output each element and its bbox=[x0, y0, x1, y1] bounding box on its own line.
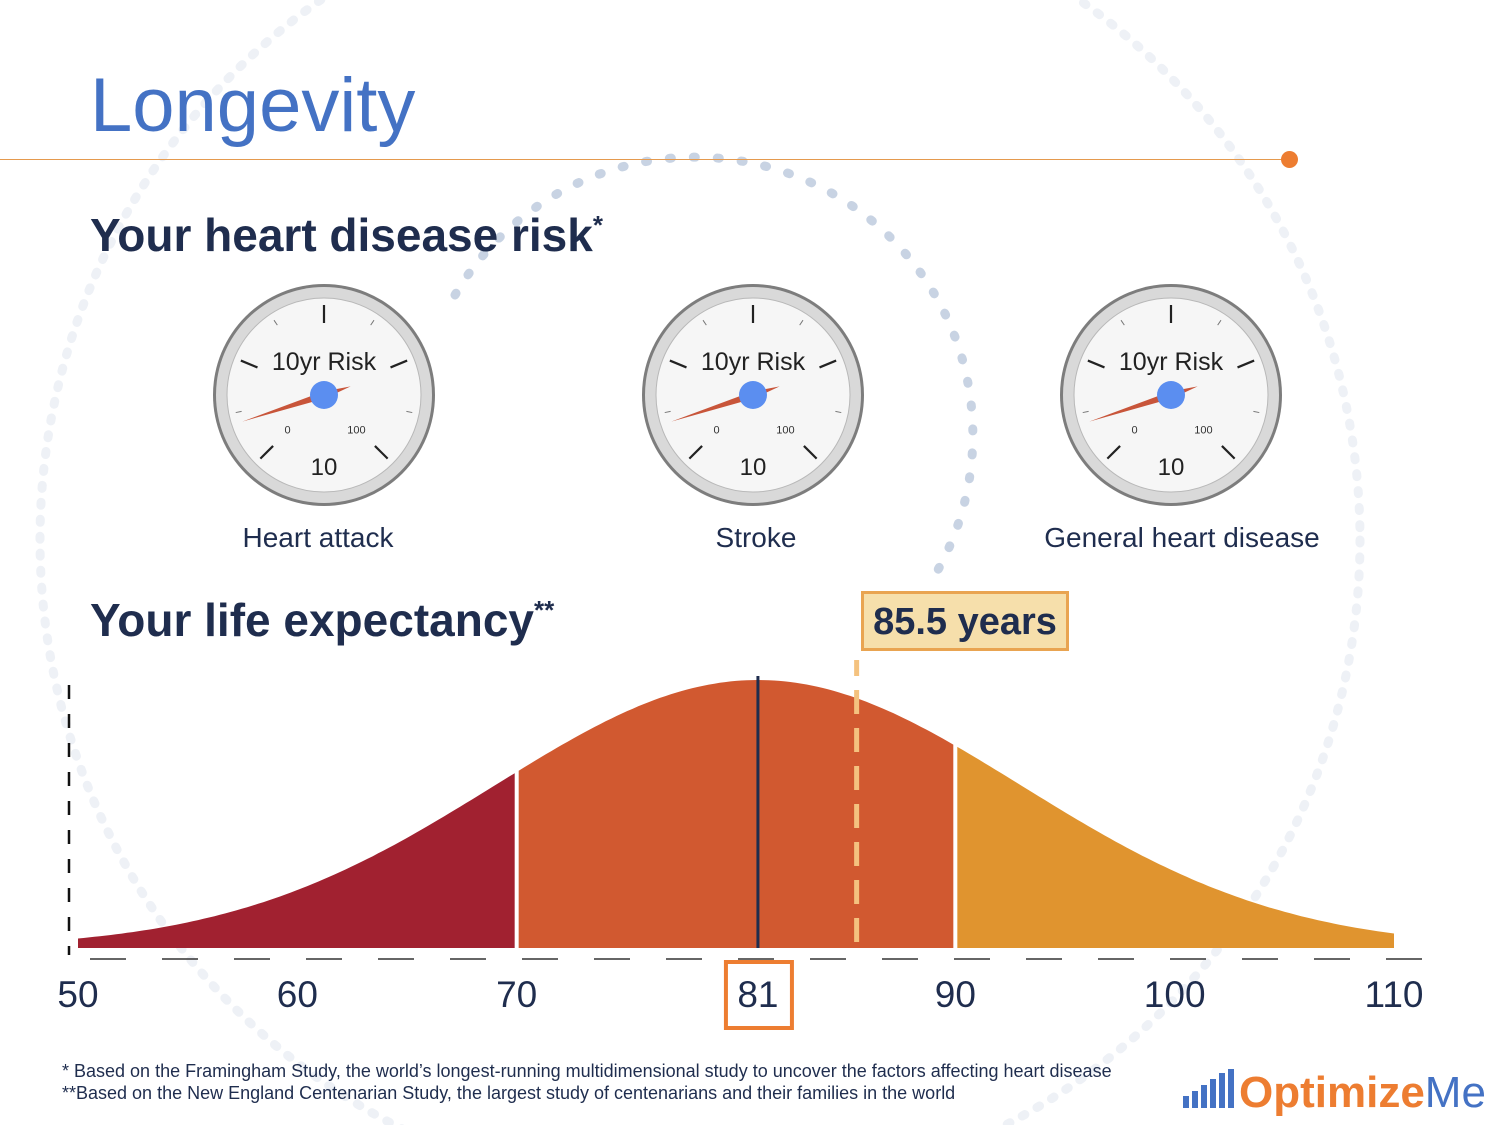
x-tick-label: 50 bbox=[57, 974, 98, 1015]
gauge-minor-tick bbox=[702, 319, 707, 326]
x-tick-label: 81 bbox=[737, 974, 778, 1015]
gauge-major-tick bbox=[390, 359, 408, 369]
life-expectancy-chart: 50 60 70 81 90 100 110 bbox=[57, 660, 1425, 1030]
mean-highlight-box bbox=[723, 960, 794, 1030]
gauge-major-tick bbox=[240, 359, 258, 369]
heart-risk-heading: Your heart disease risk* bbox=[90, 209, 603, 261]
distribution-segment bbox=[78, 773, 515, 948]
distribution-segment bbox=[957, 746, 1394, 948]
gauge-minor-tick bbox=[1120, 319, 1125, 326]
gauge-max-label: 100 bbox=[347, 424, 365, 436]
page-title: Longevity bbox=[90, 63, 416, 148]
gauge-hub bbox=[739, 381, 767, 409]
gauge-major-tick bbox=[803, 445, 818, 460]
x-tick-label: 70 bbox=[496, 974, 537, 1015]
gauge-minor-tick bbox=[235, 410, 242, 414]
life-expectancy-callout: 85.5 years bbox=[861, 591, 1069, 651]
logo-text-me: Me bbox=[1424, 1068, 1486, 1117]
divider-dot bbox=[1281, 151, 1298, 168]
gauge-major-tick bbox=[819, 359, 837, 369]
gauge-minor-tick bbox=[1217, 319, 1222, 326]
gauge-minor-tick bbox=[406, 410, 413, 414]
gauge-max-label: 100 bbox=[776, 424, 794, 436]
gauge-hub bbox=[1157, 381, 1185, 409]
footnote-centenarian: **Based on the New England Centenarian S… bbox=[62, 1083, 956, 1103]
gauge-minor-tick bbox=[370, 319, 375, 326]
gauge-major-tick bbox=[1106, 445, 1121, 460]
general-heart-disease-gauge: 10yr Risk 0 100 10 bbox=[1060, 284, 1282, 506]
gauge-minor-tick bbox=[273, 319, 278, 326]
gauge-major-tick bbox=[688, 445, 703, 460]
gauge-min-label: 0 bbox=[714, 424, 720, 436]
signal-bars-icon bbox=[1183, 1069, 1234, 1108]
gauge-hub bbox=[310, 381, 338, 409]
gauge-minor-tick bbox=[799, 319, 804, 326]
footnote-framingham: * Based on the Framingham Study, the wor… bbox=[62, 1061, 1112, 1081]
gauge-value-label: 10 bbox=[311, 454, 338, 481]
gauge-major-tick bbox=[669, 359, 687, 369]
gauge-value-label: 10 bbox=[1158, 454, 1185, 481]
x-tick-label: 100 bbox=[1144, 974, 1206, 1015]
gauge-minor-tick bbox=[835, 410, 842, 414]
heart-attack-caption: Heart attack bbox=[242, 522, 394, 553]
x-tick-label: 90 bbox=[935, 974, 976, 1015]
x-tick-label: 110 bbox=[1365, 974, 1424, 1015]
gauge-value-label: 10 bbox=[740, 454, 767, 481]
gauge-major-tick bbox=[259, 445, 274, 460]
gauge-minor-tick bbox=[664, 410, 671, 414]
gauge-major-tick bbox=[1087, 359, 1105, 369]
gauge-label: 10yr Risk bbox=[272, 348, 377, 376]
distribution-segment bbox=[518, 680, 954, 948]
life-expectancy-heading: Your life expectancy** bbox=[90, 594, 555, 646]
gauge-major-tick bbox=[374, 445, 389, 460]
general-heart-disease-caption: General heart disease bbox=[1044, 522, 1320, 553]
logo-text-optimize: Optimize bbox=[1239, 1068, 1425, 1117]
stroke-caption: Stroke bbox=[715, 522, 797, 553]
heart-attack-gauge: 10yr Risk 0 100 10 bbox=[213, 284, 435, 506]
gauge-major-tick bbox=[1221, 445, 1236, 460]
gauge-label: 10yr Risk bbox=[1119, 348, 1224, 376]
x-tick-label: 60 bbox=[277, 974, 318, 1015]
gauge-min-label: 0 bbox=[1132, 424, 1138, 436]
gauge-major-tick bbox=[1237, 359, 1255, 369]
gauge-label: 10yr Risk bbox=[701, 348, 806, 376]
gauge-min-label: 0 bbox=[285, 424, 291, 436]
gauge-max-label: 100 bbox=[1194, 424, 1212, 436]
gauge-minor-tick bbox=[1082, 410, 1089, 414]
gauge-minor-tick bbox=[1253, 410, 1260, 414]
title-divider bbox=[0, 159, 1290, 160]
stroke-gauge: 10yr Risk 0 100 10 bbox=[642, 284, 864, 506]
